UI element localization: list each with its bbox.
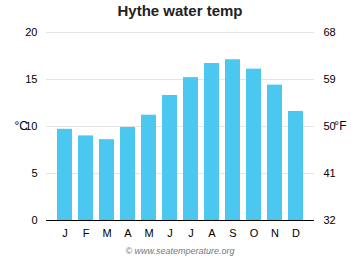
svg-text:41: 41	[324, 167, 336, 179]
svg-text:J: J	[62, 227, 68, 239]
svg-text:68: 68	[324, 26, 336, 38]
svg-text:O: O	[250, 227, 259, 239]
svg-text:0: 0	[31, 214, 37, 226]
svg-text:°F: °F	[334, 119, 346, 133]
svg-text:J: J	[188, 227, 194, 239]
svg-text:50: 50	[323, 120, 336, 132]
svg-text:°C: °C	[15, 119, 29, 133]
html-text:© www.seatemperature.org: © www.seatemperature.org	[125, 246, 235, 256]
svg-text:M: M	[102, 227, 111, 239]
svg-text:15: 15	[25, 73, 37, 85]
svg-text:59: 59	[324, 73, 336, 85]
svg-text:J: J	[167, 227, 173, 239]
svg-text:A: A	[124, 227, 132, 239]
svg-text:M: M	[144, 227, 153, 239]
svg-text:N: N	[271, 227, 279, 239]
svg-text:D: D	[292, 227, 300, 239]
html-text:Hythe water temp: Hythe water temp	[117, 2, 243, 19]
svg-text:10: 10	[25, 120, 38, 132]
svg-text:F: F	[83, 227, 90, 239]
svg-text:S: S	[229, 227, 236, 239]
svg-text:32: 32	[324, 214, 336, 226]
svg-text:5: 5	[31, 167, 37, 179]
svg-text:20: 20	[25, 26, 37, 38]
svg-text:A: A	[208, 227, 216, 239]
